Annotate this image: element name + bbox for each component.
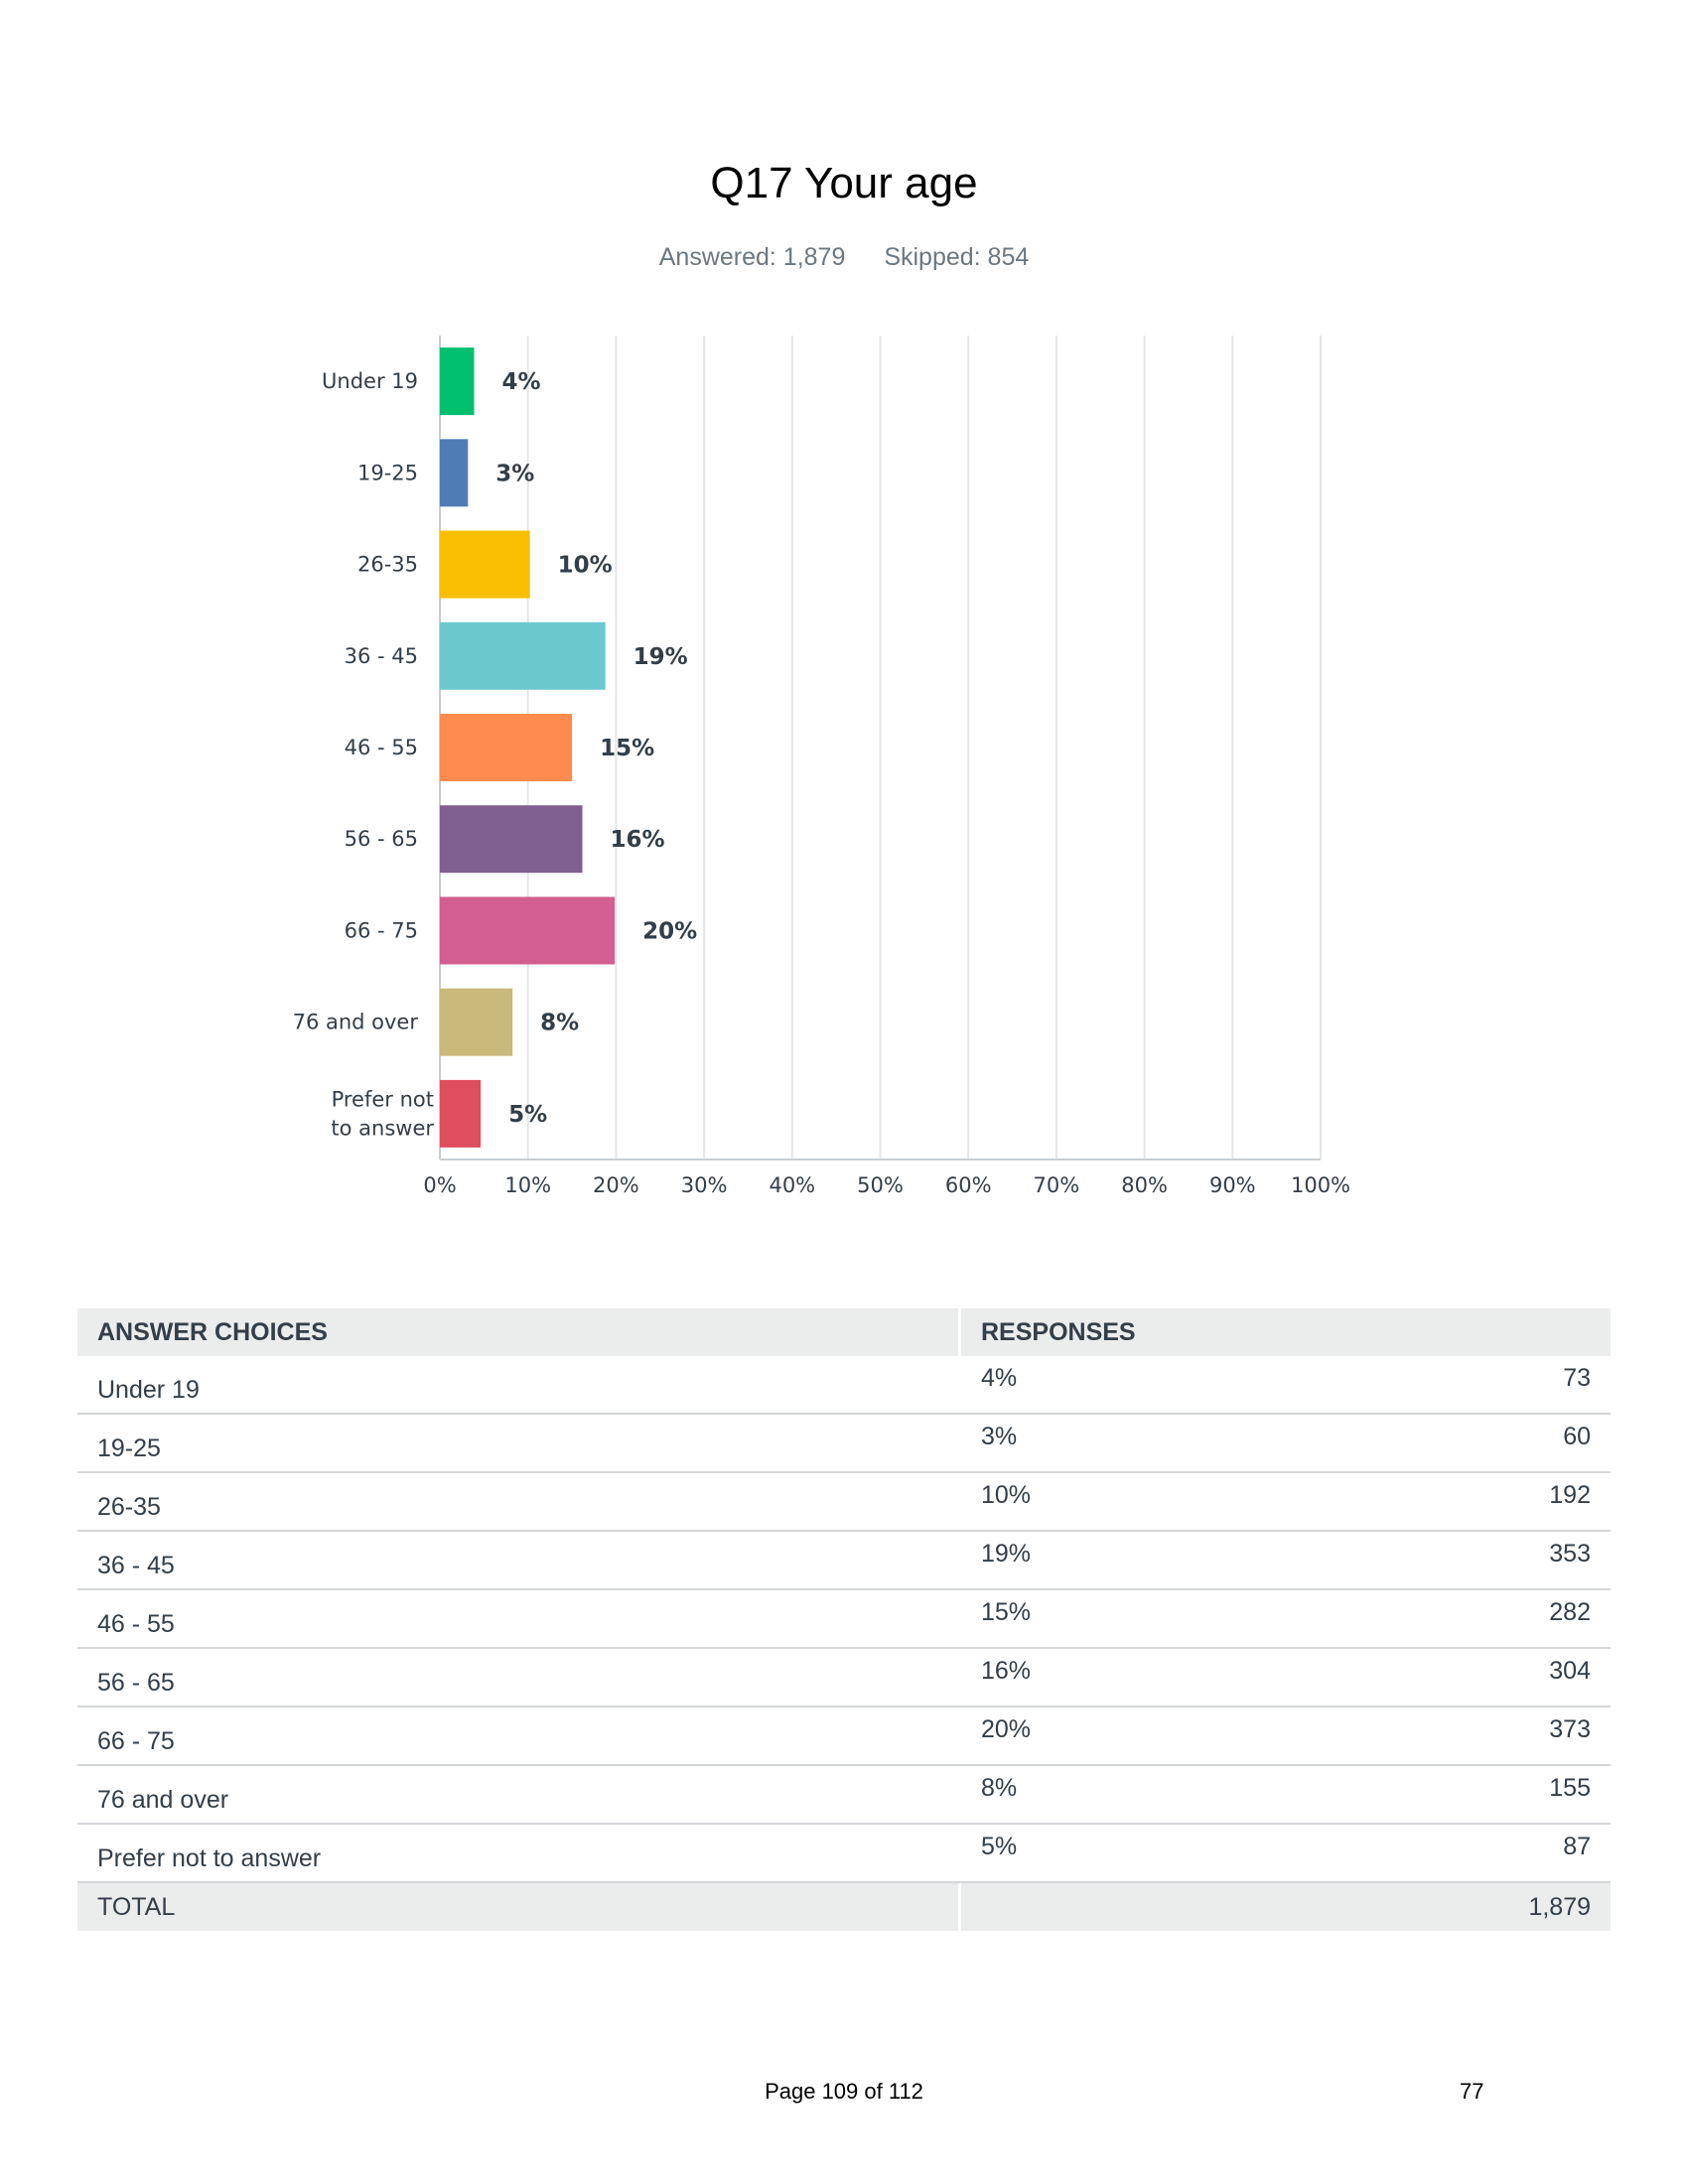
age-bar-chart: 0% 10% 20% 30% 40% 50% 60% 70% 80% 90% 100% 4% Under… (293, 336, 1350, 1197)
x-tick-label: 100% (1291, 1173, 1350, 1197)
answer-choice-cell: 19-25 (77, 1415, 961, 1473)
page-number: 77 (1460, 2079, 1484, 2104)
bar (440, 988, 513, 1056)
total-count: 1,879 (961, 1883, 1611, 1931)
x-tick-label: 80% (1121, 1173, 1168, 1197)
answered-count: Answered: 1,879 (658, 243, 846, 271)
category-label: 19-25 (357, 461, 418, 484)
table-body: Under 19 4% 73 19-25 3% 60 26-35 10% 192 36 - 45 1… (77, 1356, 1611, 1931)
response-percent-cell: 4% (961, 1356, 1209, 1415)
bar-value-label: 20% (642, 918, 697, 944)
response-count-cell: 73 (1209, 1356, 1611, 1415)
x-tick-label: 10% (504, 1173, 551, 1197)
category-label: Prefer not to answer (331, 1087, 434, 1140)
response-count-cell: 60 (1209, 1415, 1611, 1473)
response-count-cell: 353 (1209, 1532, 1611, 1590)
response-percent-cell: 10% (961, 1473, 1209, 1532)
bar-value-label: 10% (558, 553, 613, 579)
bar-value-label: 4% (502, 369, 541, 395)
bar-value-label: 19% (633, 644, 688, 670)
table-row: 66 - 75 20% 373 (77, 1707, 1611, 1766)
answer-choice-cell: Under 19 (77, 1356, 961, 1415)
bar (440, 621, 606, 690)
response-percent-cell: 20% (961, 1707, 1209, 1766)
response-count-cell: 282 (1209, 1590, 1611, 1649)
x-tick-label: 20% (593, 1173, 639, 1197)
category-label: 26-35 (357, 553, 418, 577)
response-count-cell: 373 (1209, 1707, 1611, 1766)
x-tick-label: 60% (945, 1173, 992, 1197)
bar-value-label: 3% (495, 461, 534, 486)
category-label: 56 - 65 (345, 827, 418, 851)
chart-title: Q17 Your age (710, 159, 978, 207)
response-percent-cell: 16% (961, 1649, 1209, 1707)
bar (440, 1079, 482, 1148)
answer-choice-cell: 36 - 45 (77, 1532, 961, 1590)
response-table: ANSWER CHOICES RESPONSES Under 19 4% 73 19-… (77, 1308, 1611, 1931)
table-header-row: ANSWER CHOICES RESPONSES (77, 1308, 1611, 1356)
table-row: 19-25 3% 60 (77, 1415, 1611, 1473)
answer-choice-cell: 46 - 55 (77, 1590, 961, 1649)
category-label: 36 - 45 (345, 644, 418, 668)
total-label: TOTAL (77, 1883, 961, 1931)
answer-choice-cell: 26-35 (77, 1473, 961, 1532)
table-row: 26-35 10% 192 (77, 1473, 1611, 1532)
x-tick-label: 40% (769, 1173, 815, 1197)
table-row: 46 - 55 15% 282 (77, 1590, 1611, 1649)
x-tick-label: 30% (681, 1173, 728, 1197)
total-row: TOTAL 1,879 (77, 1883, 1611, 1931)
answer-choice-cell: 66 - 75 (77, 1707, 961, 1766)
response-percent-cell: 3% (961, 1415, 1209, 1473)
response-percent-cell: 8% (961, 1766, 1209, 1825)
table-row: Under 19 4% 73 (77, 1356, 1611, 1415)
bar (440, 805, 583, 874)
skipped-count: Skipped: 854 (884, 243, 1030, 271)
responses-header: RESPONSES (961, 1308, 1611, 1356)
bar (440, 439, 469, 507)
bar (440, 896, 616, 965)
x-tick-label: 0% (423, 1173, 456, 1197)
page-indicator: Page 109 of 112 (765, 2079, 923, 2104)
response-stats: Answered: 1,879 Skipped: 854 (0, 243, 1688, 272)
category-label: 46 - 55 (345, 736, 418, 759)
x-tick-label: 70% (1034, 1173, 1080, 1197)
response-count-cell: 87 (1209, 1825, 1611, 1883)
category-label: Under 19 (322, 369, 418, 393)
answer-choice-cell: Prefer not to answer (77, 1825, 961, 1883)
response-count-cell: 192 (1209, 1473, 1611, 1532)
x-tick-label: 90% (1209, 1173, 1256, 1197)
bar-value-label: 5% (508, 1102, 547, 1128)
answer-choices-header: ANSWER CHOICES (77, 1308, 961, 1356)
response-percent-cell: 5% (961, 1825, 1209, 1883)
table-row: 36 - 45 19% 353 (77, 1532, 1611, 1590)
bar-value-label: 16% (611, 827, 665, 853)
response-count-cell: 155 (1209, 1766, 1611, 1825)
bar (440, 347, 475, 416)
response-count-cell: 304 (1209, 1649, 1611, 1707)
table-row: Prefer not to answer 5% 87 (77, 1825, 1611, 1883)
table-row: 76 and over 8% 155 (77, 1766, 1611, 1825)
bar (440, 530, 530, 599)
category-label: 76 and over (293, 1011, 419, 1034)
category-label: 66 - 75 (345, 918, 418, 942)
bar (440, 714, 573, 781)
answer-choice-cell: 76 and over (77, 1766, 961, 1825)
response-percent-cell: 19% (961, 1532, 1209, 1590)
response-percent-cell: 15% (961, 1590, 1209, 1649)
answer-choice-cell: 56 - 65 (77, 1649, 961, 1707)
bar-value-label: 15% (600, 736, 654, 761)
table-row: 56 - 65 16% 304 (77, 1649, 1611, 1707)
x-tick-label: 50% (857, 1173, 904, 1197)
bar-value-label: 8% (540, 1011, 579, 1036)
